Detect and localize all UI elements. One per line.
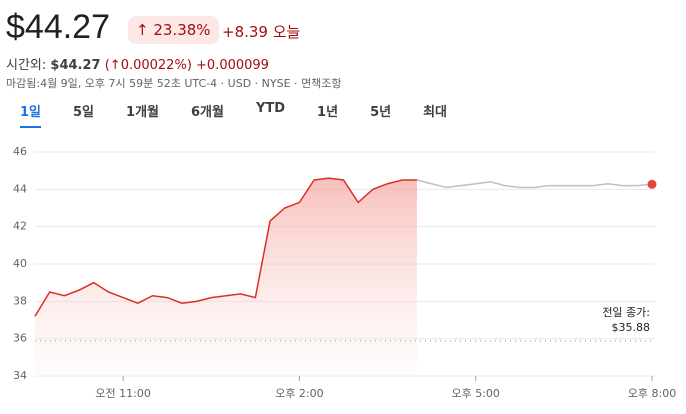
x-tick-label: 오후 8:00	[628, 387, 676, 400]
after-hours: 시간외: $44.27 (↑0.00022%) +0.000099	[6, 58, 269, 73]
x-tick-label: 오전 11:00	[95, 387, 150, 400]
y-tick-label: 36	[13, 332, 27, 345]
y-tick-label: 46	[13, 145, 27, 158]
y-tick-label: 38	[13, 294, 27, 307]
after-hours-label: 시간외:	[6, 58, 47, 73]
y-tick-label: 44	[13, 182, 27, 195]
price-line	[416, 179, 653, 189]
range-tab[interactable]: 1개월	[126, 105, 159, 120]
range-tab[interactable]: 6개월	[191, 105, 224, 120]
x-tick-label: 오후 5:00	[451, 387, 499, 400]
status-item: 마감됨:4월 9일, 오후 7시 59분 52초 UTC-4	[6, 77, 218, 90]
price-line	[34, 177, 417, 317]
y-tick-label: 42	[13, 220, 27, 233]
change-pct: 23.38%	[153, 21, 211, 39]
plot	[34, 177, 657, 376]
range-tabs: 1일 5일 1개월 6개월 YTD 1년 5년 최대	[0, 101, 459, 128]
after-hours-price: $44.27	[50, 58, 101, 73]
previous-close-label: 전일 종가:	[602, 305, 650, 319]
change-abs: +8.39	[222, 23, 268, 41]
change-badge: ↑ 23.38%	[128, 16, 219, 44]
previous-close-value: $35.88	[612, 321, 651, 334]
y-tick-label: 40	[13, 257, 27, 270]
status: 마감됨:4월 9일, 오후 7시 59분 52초 UTC-4 · USD · N…	[6, 77, 342, 90]
price: $44.27	[6, 8, 110, 46]
range-tab[interactable]: YTD	[255, 101, 286, 116]
range-tab[interactable]: 5년	[370, 105, 392, 120]
y-tick-label: 34	[13, 369, 27, 382]
range-tab[interactable]: 5일	[73, 105, 95, 120]
disclaimer-link[interactable]: 면책조항	[301, 77, 342, 90]
range-tab[interactable]: 최대	[423, 105, 447, 120]
change: +8.39 오늘	[222, 21, 300, 42]
after-hours-abs: +0.000099	[196, 58, 269, 73]
range-tab[interactable]: 1일	[20, 101, 42, 128]
range-tab[interactable]: 1년	[317, 105, 339, 120]
x-tick-label: 오후 2:00	[275, 387, 323, 400]
period: 오늘	[272, 23, 301, 41]
after-hours-pct: 0.00022%	[120, 58, 187, 73]
end-marker	[647, 179, 657, 189]
status-item: NYSE	[261, 77, 291, 90]
status-item: USD	[227, 77, 252, 90]
area	[35, 178, 417, 376]
